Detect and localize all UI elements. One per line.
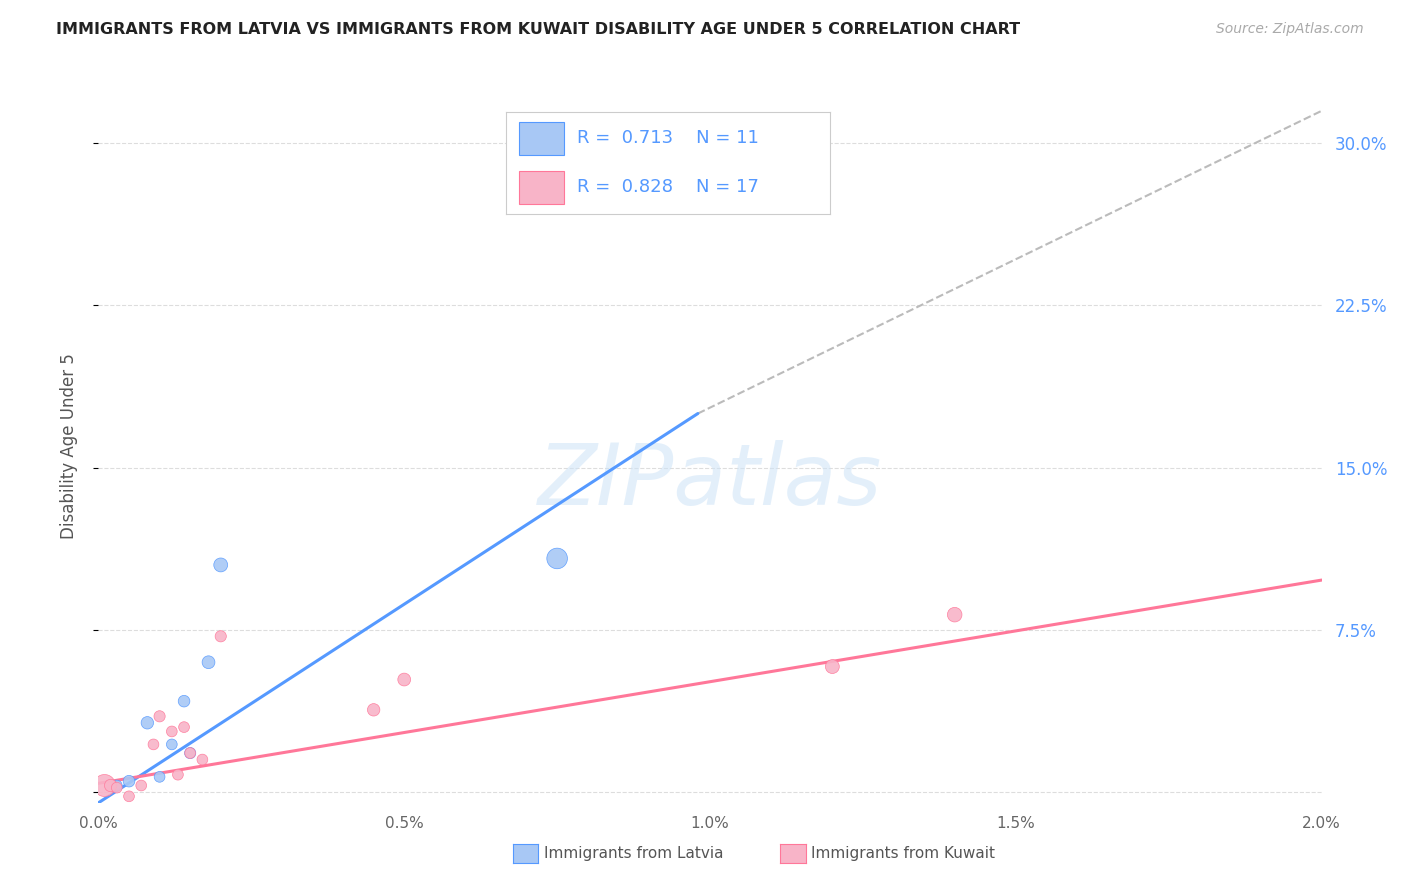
Point	[93, 779, 115, 793]
Point	[759, 184, 782, 198]
Y-axis label: Disability Age Under 5: Disability Age Under 5	[59, 353, 77, 539]
Point	[136, 715, 159, 730]
Text: IMMIGRANTS FROM LATVIA VS IMMIGRANTS FROM KUWAIT DISABILITY AGE UNDER 5 CORRELAT: IMMIGRANTS FROM LATVIA VS IMMIGRANTS FRO…	[56, 22, 1021, 37]
Point	[191, 753, 214, 767]
Text: Immigrants from Kuwait: Immigrants from Kuwait	[811, 847, 995, 861]
Point	[100, 779, 122, 793]
Point	[179, 746, 201, 760]
Point	[209, 558, 232, 572]
Point	[546, 551, 568, 566]
Text: Immigrants from Latvia: Immigrants from Latvia	[544, 847, 724, 861]
Point	[197, 655, 219, 669]
FancyBboxPatch shape	[519, 122, 564, 154]
Point	[105, 780, 128, 795]
FancyBboxPatch shape	[519, 171, 564, 204]
Text: R =  0.828    N = 17: R = 0.828 N = 17	[578, 178, 759, 196]
Point	[167, 767, 190, 781]
Point	[118, 774, 141, 789]
Point	[149, 709, 172, 723]
Point	[142, 738, 165, 752]
Point	[179, 746, 201, 760]
Text: ZIPatlas: ZIPatlas	[538, 440, 882, 524]
Point	[129, 779, 152, 793]
Point	[118, 789, 141, 804]
Point	[363, 703, 385, 717]
Point	[160, 738, 183, 752]
Point	[173, 694, 195, 708]
Point	[943, 607, 966, 622]
Point	[821, 659, 844, 673]
Point	[392, 673, 416, 687]
Point	[160, 724, 183, 739]
Point	[209, 629, 232, 643]
Text: R =  0.713    N = 11: R = 0.713 N = 11	[578, 129, 759, 147]
Point	[149, 770, 172, 784]
Point	[105, 779, 128, 793]
Point	[173, 720, 195, 734]
Text: Source: ZipAtlas.com: Source: ZipAtlas.com	[1216, 22, 1364, 37]
